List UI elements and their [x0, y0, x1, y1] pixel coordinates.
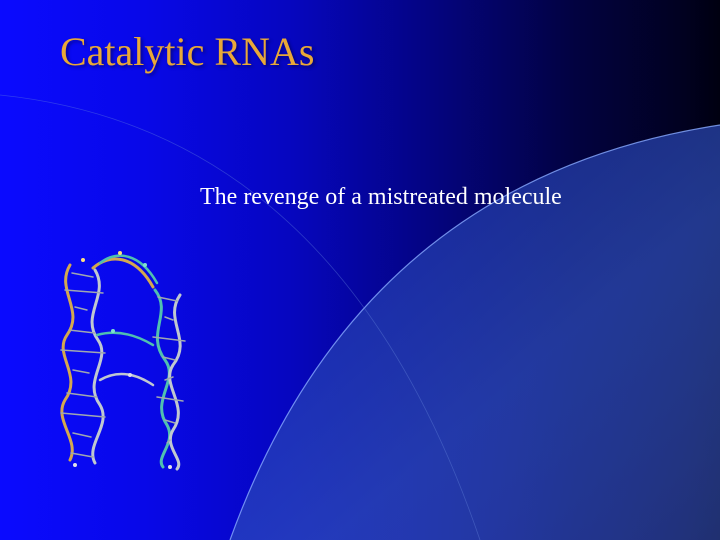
- rna-molecule-illustration: [25, 235, 225, 475]
- slide-subtitle: The revenge of a mistreated molecule: [200, 184, 562, 211]
- slide-title: Catalytic RNAs: [60, 28, 314, 75]
